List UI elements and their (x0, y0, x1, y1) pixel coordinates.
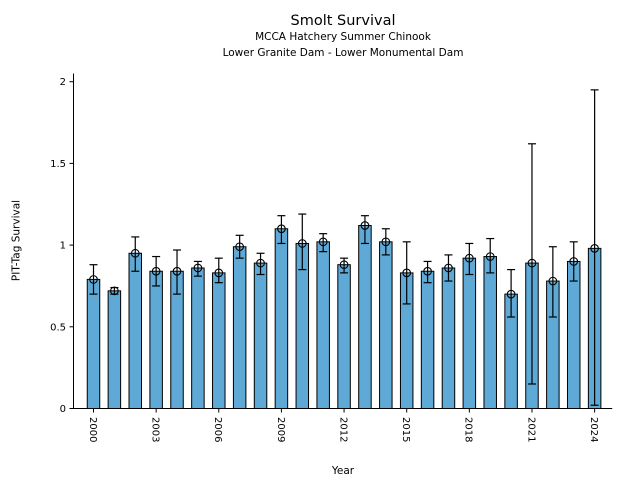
x-tick-label-2009: 2009 (275, 417, 286, 442)
bars-layer (86, 224, 602, 410)
bar-2007 (232, 246, 247, 409)
bar-2002 (128, 252, 143, 409)
bar-2018 (462, 257, 477, 409)
x-tick-label-2003: 2003 (150, 417, 161, 442)
marker-2004 (172, 266, 182, 276)
x-tick-label-2015: 2015 (400, 417, 411, 442)
bar-2009 (274, 228, 289, 409)
bar-2000 (86, 278, 101, 409)
chart-subtitle-reach: Lower Granite Dam - Lower Monumental Dam (222, 46, 464, 59)
y-tick-label-2: 2 (60, 77, 66, 88)
chart-title: Smolt Survival (290, 13, 396, 29)
y-tick-label-0: 0 (60, 404, 66, 415)
bar-2016 (420, 270, 435, 409)
marker-2008 (256, 258, 265, 268)
bar-2019 (483, 256, 497, 409)
marker-2017 (444, 263, 453, 273)
error-bars-layer (89, 89, 599, 406)
bar-2012 (337, 264, 351, 410)
bar-2017 (441, 267, 456, 410)
bar-2006 (212, 272, 226, 409)
marker-2011 (318, 237, 328, 247)
bar-2013 (358, 224, 372, 409)
bar-2023 (566, 260, 581, 409)
bar-2014 (379, 241, 393, 409)
chart-subtitle-stock: MCCA Hatchery Summer Chinook (255, 31, 431, 43)
marker-2001 (110, 286, 119, 296)
marker-2007 (235, 242, 245, 252)
marker-2006 (214, 268, 224, 278)
x-tick-label-2021: 2021 (525, 417, 536, 442)
marker-2023 (569, 257, 579, 266)
marker-2005 (193, 263, 203, 273)
marker-2018 (464, 253, 474, 263)
marker-2020 (506, 289, 516, 299)
marker-2019 (485, 252, 495, 261)
marker-2013 (360, 221, 370, 230)
x-axis-label: Year (331, 465, 355, 477)
marker-2000 (89, 275, 98, 284)
bar-2008 (253, 262, 268, 409)
bar-2011 (316, 241, 330, 409)
markers-layer (89, 221, 599, 299)
y-tick-label-1.5: 1.5 (50, 159, 66, 170)
marker-2010 (297, 239, 307, 248)
y-axis-label: PIT-Tag Survival (11, 200, 23, 281)
marker-2014 (381, 237, 391, 247)
bar-2003 (149, 270, 163, 409)
x-tick-label-2000: 2000 (87, 417, 98, 442)
marker-2002 (130, 248, 140, 258)
marker-2003 (151, 266, 161, 276)
x-tick-label-2018: 2018 (463, 417, 474, 442)
marker-2022 (548, 276, 558, 286)
marker-2021 (527, 258, 537, 268)
y-tick-label-1: 1 (60, 241, 66, 252)
bar-2001 (107, 290, 122, 409)
x-tick-label-2012: 2012 (337, 417, 348, 442)
marker-2016 (423, 266, 432, 276)
marker-2009 (277, 224, 286, 234)
bar-2005 (191, 267, 205, 410)
marker-2012 (339, 260, 349, 270)
x-tick-label-2006: 2006 (212, 417, 223, 442)
marker-2024 (590, 244, 599, 253)
x-tick-label-2024: 2024 (588, 417, 599, 442)
y-tick-label-0.5: 0.5 (50, 322, 66, 333)
marker-2015 (402, 268, 412, 278)
axes-layer: 0 0.5 1 1.5 2 2000 2003 2006 2009 2012 2015 2018 202… (50, 73, 613, 442)
